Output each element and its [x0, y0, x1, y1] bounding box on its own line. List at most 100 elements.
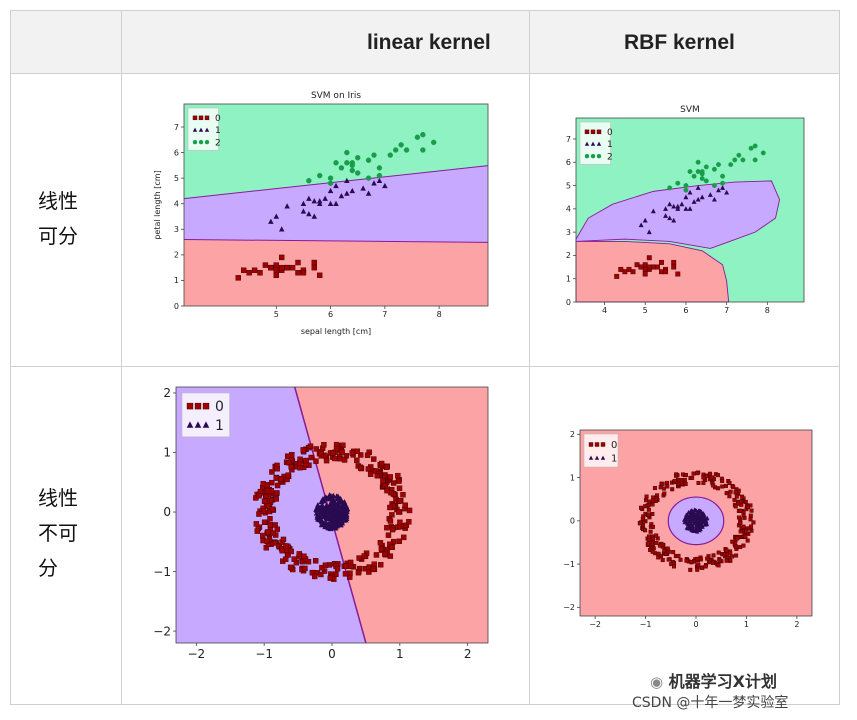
y-tick-label: −1 [153, 565, 171, 579]
data-point-class-0 [312, 558, 319, 564]
legend-marker [596, 141, 602, 146]
data-point-class-1 [336, 499, 342, 505]
divider [121, 11, 122, 704]
data-point-class-0 [734, 553, 739, 558]
x-tick-label: 0 [693, 620, 698, 629]
data-point-class-0 [675, 271, 681, 277]
data-point-class-1 [687, 517, 692, 522]
data-point-class-0 [689, 560, 694, 565]
data-point-class-0 [296, 551, 303, 557]
data-point-class-1 [336, 517, 343, 523]
legend-marker [596, 129, 602, 135]
data-point-class-2 [716, 162, 721, 168]
data-point-class-0 [274, 466, 280, 472]
data-point-class-0 [342, 571, 349, 577]
data-point-class-0 [695, 556, 700, 561]
data-point-class-1 [311, 213, 318, 219]
row-label-line: 线性 [38, 189, 78, 213]
data-point-class-0 [682, 478, 687, 483]
data-point-class-1 [646, 229, 652, 235]
data-point-class-0 [736, 515, 741, 520]
data-point-class-1 [702, 515, 707, 519]
data-point-class-0 [724, 558, 729, 563]
data-point-class-0 [257, 270, 263, 276]
legend-marker [192, 115, 198, 121]
y-tick-label: 5 [566, 181, 571, 190]
data-point-class-0 [688, 567, 693, 572]
data-point-class-0 [728, 551, 733, 556]
data-point-class-0 [660, 481, 665, 486]
legend-marker [588, 455, 594, 460]
data-point-class-1 [690, 512, 695, 517]
data-point-class-0 [302, 565, 308, 572]
decision-boundary [183, 239, 489, 243]
data-point-class-1 [319, 522, 325, 528]
data-point-class-0 [406, 519, 412, 525]
data-point-class-0 [380, 478, 386, 484]
data-point-class-1 [716, 187, 721, 193]
data-point-class-0 [273, 496, 279, 502]
data-point-class-2 [732, 157, 738, 163]
x-tick-label: 7 [382, 310, 387, 319]
data-point-class-1 [695, 196, 701, 202]
data-point-class-0 [743, 534, 748, 539]
legend-label: 0 [607, 128, 613, 138]
data-point-class-1 [699, 514, 704, 518]
data-point-class-1 [321, 498, 327, 504]
data-point-class-0 [618, 266, 624, 272]
data-point-class-2 [344, 160, 350, 166]
data-point-class-0 [313, 446, 319, 452]
x-tick-label: −1 [255, 647, 273, 661]
data-point-class-0 [389, 544, 395, 550]
data-point-class-0 [317, 272, 323, 279]
x-tick-label: 6 [683, 306, 688, 315]
data-point-class-2 [711, 166, 717, 172]
data-point-class-0 [665, 484, 670, 489]
data-point-class-2 [711, 183, 717, 188]
watermark-csdn: CSDN @十年一梦实验室 [632, 695, 789, 711]
data-point-class-0 [666, 557, 671, 562]
data-point-class-0 [722, 552, 727, 557]
data-point-class-0 [716, 550, 721, 555]
data-point-class-0 [740, 494, 745, 499]
data-point-class-1 [690, 523, 695, 528]
y-tick-label: 0 [163, 505, 171, 519]
legend-marker [204, 115, 210, 121]
data-point-class-1 [685, 512, 690, 517]
data-point-class-1 [334, 493, 340, 499]
data-point-class-1 [278, 226, 285, 232]
data-point-class-0 [297, 465, 303, 471]
data-point-class-0 [406, 507, 413, 514]
data-point-class-2 [683, 183, 689, 188]
data-point-class-0 [273, 272, 279, 279]
data-point-class-0 [260, 480, 266, 487]
y-tick-label: 1 [174, 276, 179, 285]
data-point-class-1 [724, 189, 730, 195]
data-point-class-1 [349, 187, 356, 194]
legend-marker [590, 141, 596, 146]
data-point-class-0 [256, 511, 262, 517]
x-tick-label: 8 [765, 306, 770, 315]
legend-marker [186, 402, 194, 410]
data-point-class-0 [366, 569, 372, 575]
data-point-class-0 [711, 553, 716, 558]
data-point-class-1 [324, 508, 330, 514]
data-point-class-2 [327, 180, 334, 186]
data-point-class-2 [736, 152, 742, 158]
y-tick-label: 2 [174, 251, 179, 260]
data-point-class-0 [622, 269, 628, 275]
data-point-class-1 [700, 519, 705, 524]
data-point-class-0 [396, 538, 403, 544]
data-point-class-0 [384, 487, 390, 494]
data-point-class-0 [647, 499, 652, 504]
data-point-class-2 [675, 180, 681, 186]
legend-marker [584, 153, 590, 159]
data-point-class-1 [695, 185, 701, 190]
data-point-class-0 [396, 485, 403, 491]
data-point-class-0 [645, 541, 650, 546]
data-point-class-0 [264, 538, 270, 544]
data-point-class-0 [283, 543, 289, 549]
row-label-line: 线性 [38, 486, 78, 510]
y-tick-label: 0 [570, 517, 575, 526]
data-point-class-0 [373, 552, 380, 558]
